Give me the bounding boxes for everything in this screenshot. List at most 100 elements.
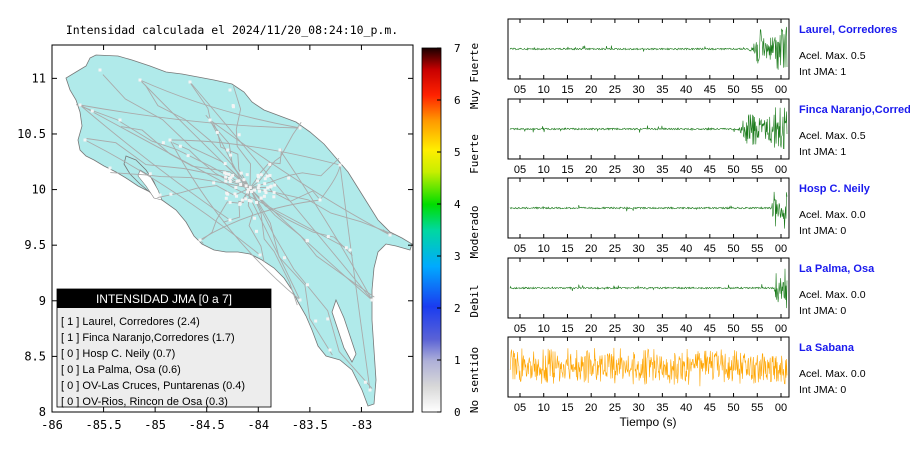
waveform-tick-label: 20 xyxy=(585,243,597,255)
town-marker xyxy=(238,202,242,206)
waveform-tick-label: 50 xyxy=(727,402,739,414)
town-marker xyxy=(245,173,249,177)
town-marker xyxy=(215,130,219,134)
town-marker xyxy=(257,183,261,187)
town-marker xyxy=(98,68,102,72)
town-marker xyxy=(158,193,162,197)
town-marker xyxy=(244,197,248,201)
legend-header xyxy=(57,289,271,308)
legend-row: [ 0 ] OV-Rios, Rincon de Osa (0.3) xyxy=(61,396,228,408)
town-marker xyxy=(266,186,270,190)
town-marker xyxy=(224,179,228,183)
town-marker xyxy=(305,238,309,242)
town-marker xyxy=(259,173,263,177)
waveform-frame xyxy=(507,177,790,239)
nicoya-gulf xyxy=(137,169,163,201)
road xyxy=(172,142,251,189)
legend-row: [ 0 ] OV-Las Cruces, Puntarenas (0.4) xyxy=(61,380,245,392)
town-marker xyxy=(256,179,260,183)
town-marker xyxy=(237,179,241,183)
waveform-tick-label: 10 xyxy=(538,84,550,96)
town-marker xyxy=(326,317,330,321)
legend-title: INTENSIDAD JMA [0 a 7] xyxy=(96,292,232,306)
colorbar-gradient xyxy=(421,47,442,413)
waveform-tick-label: 40 xyxy=(680,243,692,255)
town-marker xyxy=(168,138,172,142)
map-y-tick-label: 10 xyxy=(32,183,46,197)
waveform-int-jma: Int JMA: 0 xyxy=(799,384,846,396)
town-marker xyxy=(108,166,112,170)
town-marker xyxy=(318,198,322,202)
waveform-tick-label: 30 xyxy=(633,164,645,176)
map-frame xyxy=(51,44,414,413)
waveform-tick-label: 45 xyxy=(704,402,716,414)
waveform-tick-label: 05 xyxy=(514,243,526,255)
town-marker xyxy=(198,238,202,242)
town-marker xyxy=(258,253,262,257)
road xyxy=(249,187,395,236)
town-marker xyxy=(161,141,165,145)
waveform-tick-label: 20 xyxy=(585,164,597,176)
waveform-tick-label: 55 xyxy=(751,402,763,414)
road-network xyxy=(75,74,395,391)
town-marker xyxy=(388,233,392,237)
waveform-tick-label: 15 xyxy=(561,323,573,335)
waveform-tick-label: 30 xyxy=(633,84,645,96)
waveform-panel: 05 10 15 20 25 30 35 40 45 50 55 00 La Palma, Osa Ace… xyxy=(507,257,875,335)
colorbar-tick-label: 7 xyxy=(454,42,461,55)
town-marker xyxy=(148,172,152,176)
town-marker xyxy=(228,88,232,92)
road xyxy=(249,148,283,189)
waveform-tick-label: 00 xyxy=(775,402,787,414)
waveform-tick-label: 20 xyxy=(585,402,597,414)
legend-row: [ 1 ] Laurel, Corredores (2.4) xyxy=(61,316,200,328)
town-marker xyxy=(229,153,233,157)
waveform-int-jma: Int JMA: 1 xyxy=(799,66,846,78)
road xyxy=(249,187,298,306)
town-marker xyxy=(234,185,238,189)
map-y-tick-label: 8.5 xyxy=(24,349,46,363)
waveform-tick-label: 45 xyxy=(704,164,716,176)
waveform-tick-label: 15 xyxy=(561,164,573,176)
town-marker xyxy=(259,196,263,200)
town-marker xyxy=(263,189,267,193)
road xyxy=(139,79,301,129)
town-marker xyxy=(228,176,232,180)
town-marker xyxy=(268,162,272,166)
town-marker xyxy=(272,195,276,199)
waveform-panel: 05 10 15 20 25 30 35 40 45 50 55 00 Finca Naranjo,Co… xyxy=(507,98,910,176)
town-marker xyxy=(208,118,212,122)
waveform-trace xyxy=(509,191,788,229)
waveform-trace xyxy=(509,107,788,150)
town-marker xyxy=(246,190,250,194)
map-y-tick-label: 9.5 xyxy=(24,238,46,252)
map-y-tick-label: 11 xyxy=(32,71,46,85)
colorbar-ticks: 7 6 5 4 3 2 1 0 xyxy=(437,42,461,419)
map-x-tick-label: -83 xyxy=(351,418,373,432)
town-marker xyxy=(272,190,276,194)
town-marker xyxy=(228,200,232,204)
colorbar-label-fuerte: Fuerte xyxy=(468,134,481,174)
town-marker xyxy=(248,186,252,190)
waveform-tick-label: 55 xyxy=(751,84,763,96)
waveform-tick-label: 05 xyxy=(514,323,526,335)
town-marker xyxy=(256,173,260,177)
road xyxy=(247,187,265,263)
town-marker xyxy=(224,175,228,179)
waveform-tick-label: 10 xyxy=(538,243,550,255)
waveform-tick-label: 10 xyxy=(538,402,550,414)
legend-row: [ 0 ] Hosp C. Neily (0.7) xyxy=(61,348,175,360)
waveform-tick-label: 30 xyxy=(633,402,645,414)
waveform-tick-label: 35 xyxy=(656,323,668,335)
waveform-int-jma: Int JMA: 1 xyxy=(799,146,846,158)
waveform-tick-label: 00 xyxy=(775,323,787,335)
waveform-acel-max: Acel. Max. 0.0 xyxy=(799,289,866,301)
waveform-panel: 05 10 15 20 25 30 35 40 45 50 55 00 Hosp C. Neily Ace… xyxy=(507,177,871,255)
road xyxy=(84,139,261,256)
map-x-tick-label: -83.5 xyxy=(292,418,328,432)
waveform-xlabel: Tiempo (s) xyxy=(620,415,677,429)
waveform-tick-label: 40 xyxy=(680,84,692,96)
map-x-tick-label: -85 xyxy=(144,418,166,432)
waveform-tick-label: 55 xyxy=(751,164,763,176)
